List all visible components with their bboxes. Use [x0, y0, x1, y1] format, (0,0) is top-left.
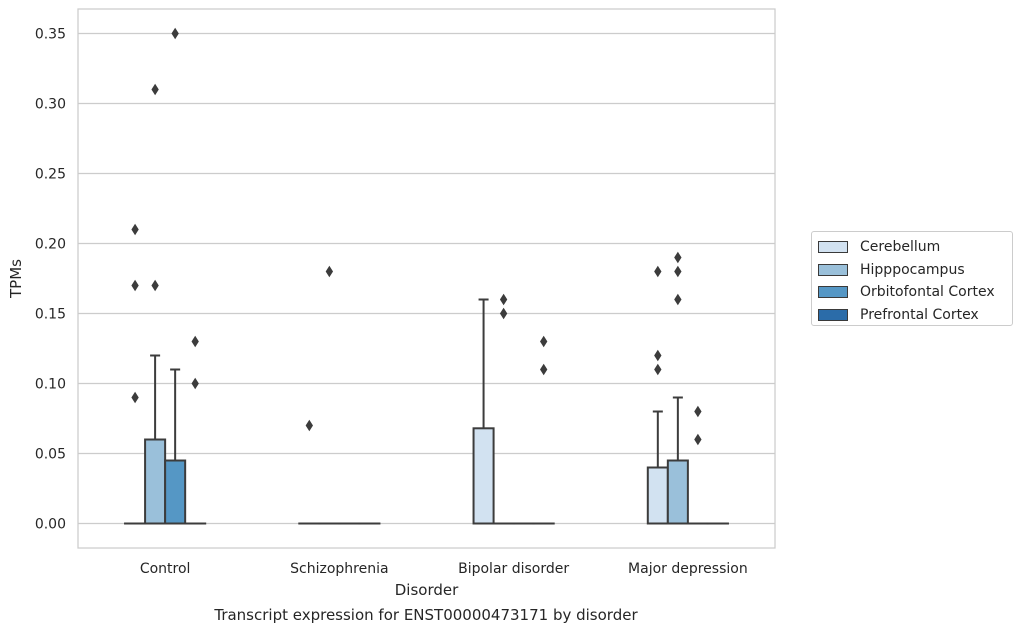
x-tick-labels: Control Schizophrenia Bipolar disorder Majo…	[140, 561, 748, 577]
outlier-point	[325, 265, 334, 278]
outlier-point	[131, 279, 139, 292]
box	[646, 466, 669, 525]
grid-lines	[78, 32, 775, 525]
legend-swatch	[818, 286, 848, 299]
box-group	[184, 335, 207, 525]
box	[666, 459, 689, 525]
outlier-point	[131, 223, 139, 236]
outlier-point	[654, 363, 662, 376]
outlier-point	[171, 27, 179, 40]
outlier-point	[694, 405, 702, 418]
box-group	[532, 335, 555, 525]
legend-swatch	[818, 308, 848, 321]
legend-entry: Orbitofontal Cortex	[818, 281, 1012, 304]
legend-swatch	[818, 263, 848, 276]
plot-marks	[124, 27, 729, 525]
outlier-point	[499, 307, 508, 320]
y-tick-label: 0.25	[35, 167, 66, 183]
x-tick-label: Major depression	[628, 561, 748, 577]
outlier-point	[499, 293, 508, 306]
outlier-point	[654, 349, 662, 362]
y-tick-label: 0.20	[35, 237, 66, 253]
box-group	[646, 265, 669, 525]
legend-label: Hipppocampus	[860, 261, 965, 278]
box-group	[144, 83, 167, 525]
legend-label: Orbitofontal Cortex	[860, 284, 995, 301]
legend: Cerebellum Hipppocampus Orbitofontal Corte…	[811, 231, 1013, 326]
legend-entry: Prefrontal Cortex	[818, 304, 1012, 327]
box-group	[298, 419, 321, 525]
outlier-point	[151, 83, 159, 96]
box	[164, 459, 187, 525]
y-tick-label: 0.05	[35, 447, 66, 463]
y-tick-label: 0.00	[35, 517, 66, 533]
box-group	[492, 293, 515, 525]
outlier-point	[191, 335, 199, 348]
y-axis-label: TPMs	[7, 259, 25, 299]
x-tick-label: Schizophrenia	[290, 561, 388, 577]
plot-frame	[77, 8, 776, 549]
outlier-point	[540, 363, 548, 376]
outlier-point	[191, 377, 199, 390]
box-group	[164, 27, 187, 525]
y-tick-label: 0.30	[35, 97, 66, 113]
outlier-point	[131, 391, 139, 404]
box-group	[686, 405, 709, 525]
legend-swatch	[818, 241, 848, 254]
y-tick-label: 0.35	[35, 27, 66, 43]
box-group	[124, 223, 147, 525]
y-tick-label: 0.15	[35, 307, 66, 323]
x-tick-label: Bipolar disorder	[458, 561, 569, 577]
outlier-point	[151, 279, 159, 292]
legend-label: Prefrontal Cortex	[860, 306, 979, 323]
outlier-point	[305, 419, 313, 432]
y-tick-label: 0.10	[35, 377, 66, 393]
y-tick-labels: 0.00 0.05 0.10 0.15 0.20 0.25 0.30 0.35	[35, 27, 66, 533]
outlier-point	[674, 293, 682, 306]
outlier-point	[694, 433, 702, 446]
box-group	[666, 251, 689, 525]
outlier-point	[674, 265, 682, 278]
outlier-point	[654, 265, 662, 278]
legend-entry: Cerebellum	[818, 236, 1012, 259]
x-tick-label: Control	[140, 561, 191, 577]
box-group	[472, 298, 495, 525]
box	[472, 427, 495, 525]
outlier-point	[674, 251, 682, 264]
legend-label: Cerebellum	[860, 239, 941, 256]
legend-entry: Hipppocampus	[818, 259, 1012, 282]
x-axis-label: Disorder	[395, 581, 459, 599]
chart-caption: Transcript expression for ENST0000047317…	[214, 606, 638, 624]
box-group	[318, 265, 341, 525]
box	[144, 438, 167, 525]
outlier-point	[540, 335, 548, 348]
